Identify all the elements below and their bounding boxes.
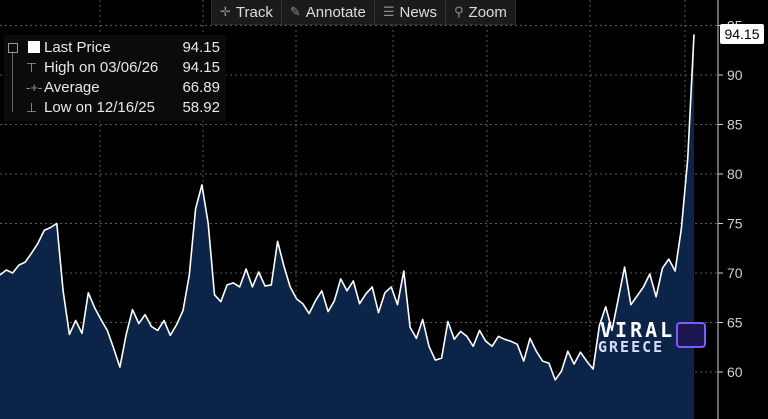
legend-row-average: -+- Average 66.89 — [4, 77, 226, 97]
average-label: Average — [44, 79, 100, 96]
chart-toolbar: ✛ Track ✎ Annotate ☰ News ⚲ Zoom — [211, 0, 516, 25]
y-tick-label: 60 — [727, 364, 743, 380]
watermark-line1: VIRAL — [600, 318, 676, 342]
low-value: 58.92 — [182, 99, 220, 116]
y-tick-label: 75 — [727, 216, 743, 232]
legend-panel: Last Price 94.15 ⊤ High on 03/06/26 94.1… — [4, 35, 226, 121]
last-price-tag: 94.15 — [720, 24, 764, 44]
average-value: 66.89 — [182, 79, 220, 96]
viral-greece-watermark: VIRAL GREECE — [598, 318, 710, 358]
y-tick-label: 90 — [727, 67, 743, 83]
zoom-button[interactable]: ⚲ Zoom — [446, 0, 515, 24]
y-tick-label: 80 — [727, 166, 743, 182]
price-area — [0, 34, 694, 419]
pencil-icon: ✎ — [289, 4, 301, 19]
watermark-line2: GREECE — [598, 338, 665, 356]
low-label: Low on 12/16/25 — [44, 99, 155, 116]
crosshair-icon: ✛ — [220, 4, 231, 19]
high-marker-icon: ⊤ — [26, 60, 38, 75]
zoom-label: Zoom — [468, 3, 507, 21]
news-icon: ☰ — [382, 4, 395, 19]
y-tick-label: 85 — [727, 117, 743, 133]
high-label: High on 03/06/26 — [44, 59, 159, 76]
news-label: News — [399, 3, 437, 21]
high-value: 94.15 — [182, 59, 220, 76]
annotate-label: Annotate — [305, 3, 366, 21]
price-line — [0, 34, 695, 381]
last-price-value: 94.15 — [182, 39, 220, 56]
y-axis-ticks: 6065707580859095 — [718, 18, 743, 380]
track-label: Track — [235, 3, 273, 21]
legend-row-last-price: Last Price 94.15 — [4, 37, 226, 57]
legend-row-low: ⊥ Low on 12/16/25 58.92 — [4, 97, 226, 117]
average-marker-icon: -+- — [26, 80, 43, 95]
track-button[interactable]: ✛ Track — [212, 0, 282, 24]
tv-icon — [676, 322, 706, 348]
last-price-label: Last Price — [44, 39, 111, 56]
legend-tree-line — [12, 52, 13, 112]
y-tick-label: 70 — [727, 265, 743, 281]
series-color-swatch — [28, 41, 40, 53]
magnifier-icon: ⚲ — [454, 4, 464, 19]
annotate-button[interactable]: ✎ Annotate — [282, 0, 375, 24]
legend-row-high: ⊤ High on 03/06/26 94.15 — [4, 57, 226, 77]
collapse-icon[interactable] — [8, 43, 18, 53]
low-marker-icon: ⊥ — [26, 100, 38, 115]
y-tick-label: 65 — [727, 315, 743, 331]
news-button[interactable]: ☰ News — [375, 0, 446, 24]
